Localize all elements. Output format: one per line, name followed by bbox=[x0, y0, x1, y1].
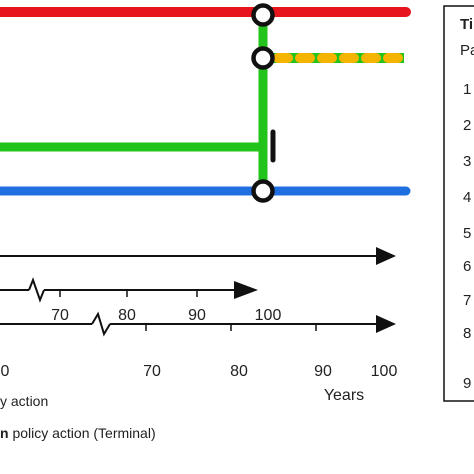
legend-policy-action: y action bbox=[0, 393, 48, 409]
table-row-number: 3 bbox=[463, 153, 471, 170]
table-row-number: 9 bbox=[463, 375, 471, 392]
table-subheader: Pa bbox=[460, 42, 474, 59]
table-row-number: 1 bbox=[463, 81, 471, 98]
table-row-number: 4 bbox=[463, 189, 471, 206]
axis-2-tick-label: 70 bbox=[143, 363, 161, 380]
legend-terminal-text: policy action (Terminal) bbox=[9, 425, 156, 441]
table-row-number: 8 bbox=[463, 325, 471, 342]
axis-2-break bbox=[91, 311, 111, 337]
axis-2: 0 70 80 90 100 Years bbox=[0, 311, 398, 404]
pathway-table: Ti Pa 1 2 3 4 5 6 7 8 9 bbox=[443, 5, 474, 402]
legend-terminal-policy-action: n policy action (Terminal) bbox=[0, 425, 156, 441]
axis-1-arrowhead bbox=[234, 281, 258, 299]
table-header: Ti bbox=[460, 16, 473, 33]
axis-1: 70 80 90 100 bbox=[0, 277, 282, 324]
axis-2-tick-label: 0 bbox=[1, 363, 10, 380]
axis-1-tick-label: 100 bbox=[255, 307, 282, 324]
axis-1-tick-label: 90 bbox=[188, 307, 206, 324]
axis-1-tick-label: 80 bbox=[118, 307, 136, 324]
legend-terminal-bold: n bbox=[0, 425, 9, 441]
axis-2-arrowhead bbox=[376, 315, 396, 333]
table-row-number: 2 bbox=[463, 117, 471, 134]
axis-2-unit-label: Years bbox=[324, 387, 364, 404]
table-row-number: 7 bbox=[463, 292, 471, 309]
table-row-number: 5 bbox=[463, 225, 471, 242]
axis-2-tick-label: 80 bbox=[230, 363, 248, 380]
transfer-station-blue bbox=[251, 179, 275, 203]
table-border bbox=[443, 5, 474, 402]
axis-1-tick-label: 70 bbox=[51, 307, 69, 324]
axis-1-break bbox=[28, 277, 45, 303]
axis-2-tick-label: 100 bbox=[371, 363, 398, 380]
transfer-station-red bbox=[251, 3, 275, 27]
axis-2-tick-label: 90 bbox=[314, 363, 332, 380]
axis-top bbox=[0, 247, 396, 265]
table-row-number: 6 bbox=[463, 258, 471, 275]
transfer-station-orange bbox=[251, 46, 275, 70]
axis-top-arrowhead bbox=[376, 247, 396, 265]
